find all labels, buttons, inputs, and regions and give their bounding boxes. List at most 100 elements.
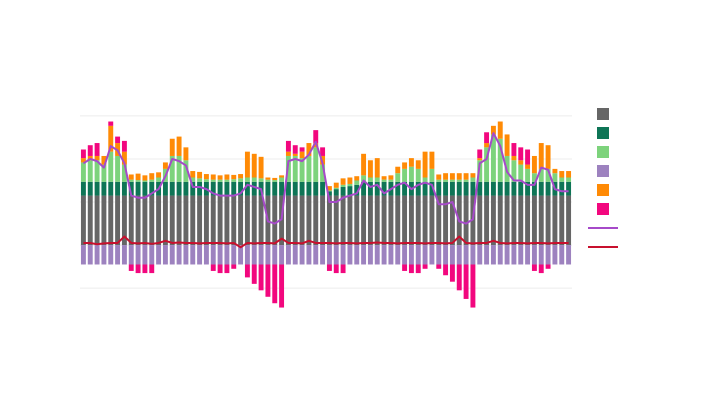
bar-segment: [210, 245, 216, 265]
bar-segment: [408, 158, 414, 167]
bar-segment: [121, 245, 127, 265]
bar-segment: [299, 158, 305, 182]
bar-segment: [224, 264, 230, 274]
bar-segment: [511, 181, 517, 196]
bar-segment: [320, 164, 326, 182]
bar-segment: [128, 195, 134, 246]
bar-segment: [115, 136, 121, 144]
bar-segment: [415, 181, 421, 196]
bar-segment: [347, 186, 353, 196]
legend-swatch: [597, 184, 609, 196]
bar-segment: [135, 195, 141, 246]
bar-segment: [162, 245, 168, 265]
bar-segment: [531, 245, 537, 265]
bar-segment: [490, 125, 496, 135]
bar-segment: [210, 179, 216, 182]
bar-segment: [456, 181, 462, 196]
bar-segment: [176, 136, 182, 156]
bar-segment: [538, 264, 544, 274]
bar-segment: [272, 245, 278, 265]
bar-segment: [217, 179, 223, 182]
bar-segment: [238, 174, 244, 179]
bar-segment: [436, 181, 442, 196]
bar-segment: [87, 145, 93, 156]
bar-segment: [299, 181, 305, 196]
bar-segment: [121, 151, 127, 165]
bar-segment: [361, 245, 367, 265]
bar-segment: [449, 195, 455, 246]
bar-segment: [183, 245, 189, 265]
bar-segment: [231, 179, 237, 182]
bar-segment: [224, 179, 230, 182]
bar-segment: [463, 195, 469, 246]
bar-segment: [347, 195, 353, 246]
bar-segment: [176, 195, 182, 246]
bar-segment: [251, 245, 257, 265]
bar-segment: [279, 177, 285, 182]
bar-segment: [395, 173, 401, 182]
bar-segment: [217, 245, 223, 265]
bar-segment: [443, 173, 449, 180]
bar-segment: [142, 180, 148, 182]
bar-segment: [156, 245, 162, 265]
bar-segment: [354, 176, 360, 181]
bar-segment: [381, 181, 387, 196]
bar-segment: [545, 195, 551, 246]
bar-segment: [169, 155, 175, 182]
bar-segment: [217, 195, 223, 246]
bar-segment: [176, 181, 182, 196]
bar-segment: [197, 245, 203, 265]
bar-segment: [340, 264, 346, 274]
bar-segment: [183, 181, 189, 196]
bar-segment: [374, 245, 380, 265]
legend-swatch: [597, 127, 609, 139]
bar-segment: [470, 173, 476, 178]
bar-segment: [210, 174, 216, 180]
bar-segment: [354, 195, 360, 246]
bar-segment: [326, 191, 332, 196]
bar-segment: [545, 168, 551, 182]
bar-segment: [156, 177, 162, 182]
bar-segment: [504, 195, 510, 246]
bar-segment: [121, 140, 127, 152]
bar-segment: [272, 195, 278, 246]
bar-segment: [326, 190, 332, 192]
bar-segment: [197, 178, 203, 182]
bar-segment: [244, 151, 250, 178]
bar-segment: [244, 181, 250, 196]
bar-segment: [354, 184, 360, 196]
bar-segment: [436, 179, 442, 182]
bar-segment: [374, 195, 380, 246]
bar-segment: [101, 181, 107, 196]
bar-segment: [231, 264, 237, 269]
bar-segment: [552, 168, 558, 174]
bar-segment: [395, 245, 401, 265]
bar-segment: [361, 195, 367, 246]
bar-segment: [285, 181, 291, 196]
bar-segment: [238, 178, 244, 182]
bar-segment: [388, 179, 394, 182]
bar-segment: [463, 173, 469, 180]
bar-segment: [525, 164, 531, 169]
bar-segment: [190, 177, 196, 182]
bar-segment: [87, 195, 93, 246]
bar-segment: [101, 164, 107, 182]
bar-segment: [367, 195, 373, 246]
bar-segment: [449, 173, 455, 180]
bar-segment: [477, 245, 483, 265]
bar-segment: [149, 179, 155, 182]
bar-segment: [395, 181, 401, 196]
bar-segment: [210, 181, 216, 196]
bar-segment: [313, 181, 319, 196]
bar-segment: [552, 195, 558, 246]
bar-segment: [477, 158, 483, 161]
bar-segment: [258, 178, 264, 182]
bar-segment: [258, 264, 264, 291]
bar-segment: [313, 195, 319, 246]
bar-segment: [347, 177, 353, 184]
bar-segment: [292, 195, 298, 246]
bar-segment: [525, 181, 531, 196]
bar-segment: [94, 245, 100, 265]
bar-segment: [203, 179, 209, 182]
bar-segment: [279, 181, 285, 196]
